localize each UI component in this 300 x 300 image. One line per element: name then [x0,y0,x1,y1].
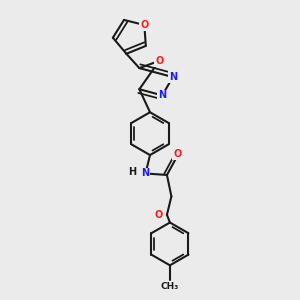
Text: N: N [142,169,150,178]
Text: O: O [173,149,182,159]
Text: N: N [169,72,177,82]
Text: O: O [140,20,148,30]
Text: CH₃: CH₃ [161,282,179,291]
Text: O: O [155,56,164,66]
Text: H: H [128,167,136,177]
Text: N: N [158,90,166,100]
Text: O: O [154,210,163,220]
